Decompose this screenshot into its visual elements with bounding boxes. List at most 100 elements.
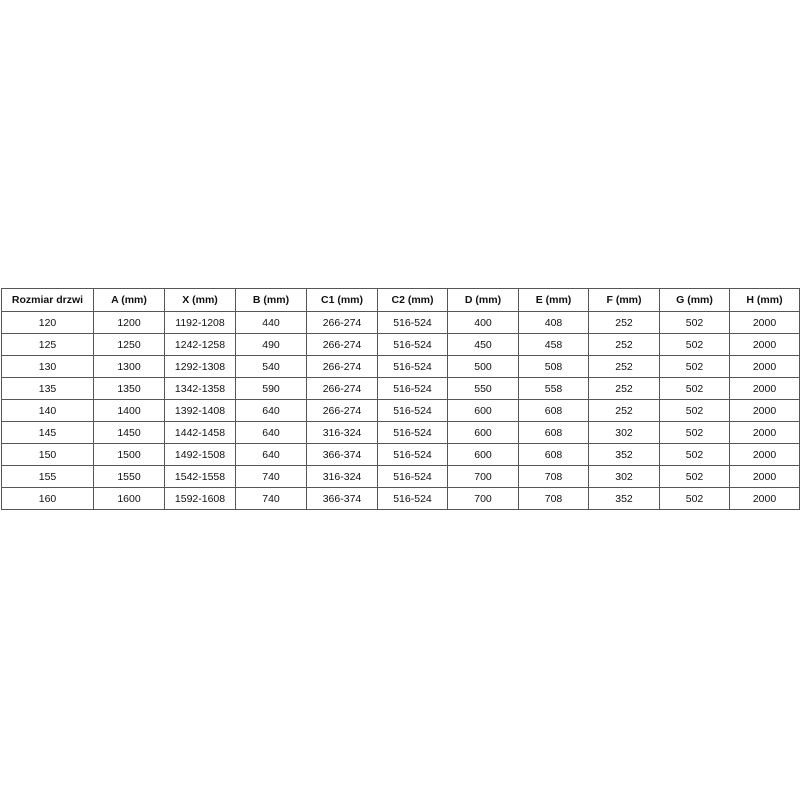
table-cell: 302 (588, 421, 660, 444)
table-cell: 700 (447, 487, 519, 510)
table-cell: 2000 (729, 399, 800, 422)
header-cell: B (mm) (235, 288, 307, 312)
table-cell: 2000 (729, 487, 800, 510)
table-cell: 316-324 (306, 421, 378, 444)
table-cell: 1500 (93, 443, 165, 466)
table-cell: 352 (588, 487, 660, 510)
table-cell: 590 (235, 377, 307, 400)
header-cell: D (mm) (447, 288, 519, 312)
table-cell: 708 (518, 465, 589, 488)
table-cell: 640 (235, 421, 307, 444)
table-cell: 266-274 (306, 311, 378, 334)
table-cell: 2000 (729, 355, 800, 378)
header-cell: Rozmiar drzwi (1, 288, 94, 312)
table-cell: 516-524 (377, 377, 448, 400)
table-cell: 352 (588, 443, 660, 466)
table-cell: 490 (235, 333, 307, 356)
table-cell: 516-524 (377, 399, 448, 422)
table-cell: 1242-1258 (164, 333, 236, 356)
table-cell: 608 (518, 443, 589, 466)
table-cell: 266-274 (306, 399, 378, 422)
table-cell: 502 (659, 399, 730, 422)
table-cell: 366-374 (306, 487, 378, 510)
table-row: 155 1550 1542-1558 740 316-324 516-524 700 708 3… (1, 465, 800, 488)
table-cell: 502 (659, 311, 730, 334)
table-cell: 600 (447, 421, 519, 444)
table-cell: 640 (235, 399, 307, 422)
header-cell: H (mm) (729, 288, 800, 312)
table-cell: 700 (447, 465, 519, 488)
table-row: 120 1200 1192-1208 440 266-274 516-524 400 408 2… (1, 311, 800, 334)
table-cell: 408 (518, 311, 589, 334)
table-cell: 252 (588, 311, 660, 334)
header-cell: G (mm) (659, 288, 730, 312)
table-row: 140 1400 1392-1408 640 266-274 516-524 600 608 2… (1, 399, 800, 422)
table-cell: 1400 (93, 399, 165, 422)
table-cell: 450 (447, 333, 519, 356)
table-row: 145 1450 1442-1458 640 316-324 516-524 600 608 3… (1, 421, 800, 444)
table-cell: 608 (518, 421, 589, 444)
table-cell: 502 (659, 333, 730, 356)
table-cell: 1450 (93, 421, 165, 444)
table-cell: 640 (235, 443, 307, 466)
table-cell: 608 (518, 399, 589, 422)
table-cell: 130 (1, 355, 94, 378)
table-cell: 1600 (93, 487, 165, 510)
table-cell: 502 (659, 487, 730, 510)
table-cell: 266-274 (306, 355, 378, 378)
table-cell: 458 (518, 333, 589, 356)
table-cell: 252 (588, 377, 660, 400)
header-cell: C2 (mm) (377, 288, 448, 312)
table-cell: 1300 (93, 355, 165, 378)
table-cell: 502 (659, 377, 730, 400)
table-cell: 502 (659, 465, 730, 488)
table-cell: 252 (588, 333, 660, 356)
table-cell: 1250 (93, 333, 165, 356)
header-cell: E (mm) (518, 288, 589, 312)
table-cell: 550 (447, 377, 519, 400)
table-cell: 140 (1, 399, 94, 422)
table-cell: 516-524 (377, 333, 448, 356)
table-cell: 440 (235, 311, 307, 334)
table-cell: 516-524 (377, 311, 448, 334)
table-cell: 155 (1, 465, 94, 488)
table-cell: 516-524 (377, 487, 448, 510)
table-cell: 708 (518, 487, 589, 510)
table-cell: 1492-1508 (164, 443, 236, 466)
table-cell: 508 (518, 355, 589, 378)
table-cell: 1442-1458 (164, 421, 236, 444)
table-cell: 500 (447, 355, 519, 378)
table-cell: 316-324 (306, 465, 378, 488)
table-row: 160 1600 1592-1608 740 366-374 516-524 700 708 3… (1, 487, 800, 510)
table-cell: 740 (235, 465, 307, 488)
table-cell: 1542-1558 (164, 465, 236, 488)
table-cell: 1342-1358 (164, 377, 236, 400)
table-cell: 502 (659, 421, 730, 444)
table-cell: 2000 (729, 311, 800, 334)
table-cell: 1200 (93, 311, 165, 334)
table-cell: 1392-1408 (164, 399, 236, 422)
table-cell: 516-524 (377, 355, 448, 378)
table-row: 150 1500 1492-1508 640 366-374 516-524 600 608 3… (1, 443, 800, 466)
table-row: 135 1350 1342-1358 590 266-274 516-524 550 558 2… (1, 377, 800, 400)
table-row: 125 1250 1242-1258 490 266-274 516-524 450 458 2… (1, 333, 800, 356)
table-row: 130 1300 1292-1308 540 266-274 516-524 500 508 2… (1, 355, 800, 378)
table-cell: 125 (1, 333, 94, 356)
table-cell: 2000 (729, 465, 800, 488)
table-cell: 2000 (729, 443, 800, 466)
table-cell: 502 (659, 355, 730, 378)
table-cell: 160 (1, 487, 94, 510)
header-cell: C1 (mm) (306, 288, 378, 312)
table-cell: 600 (447, 399, 519, 422)
table-cell: 540 (235, 355, 307, 378)
table-cell: 252 (588, 399, 660, 422)
table-cell: 516-524 (377, 421, 448, 444)
table-cell: 2000 (729, 333, 800, 356)
table-cell: 1550 (93, 465, 165, 488)
table-cell: 1592-1608 (164, 487, 236, 510)
header-cell: A (mm) (93, 288, 165, 312)
header-cell: X (mm) (164, 288, 236, 312)
table-cell: 2000 (729, 377, 800, 400)
table-cell: 1350 (93, 377, 165, 400)
size-table: Rozmiar drzwi A (mm) X (mm) B (mm) C1 (mm) C2… (1, 288, 800, 510)
